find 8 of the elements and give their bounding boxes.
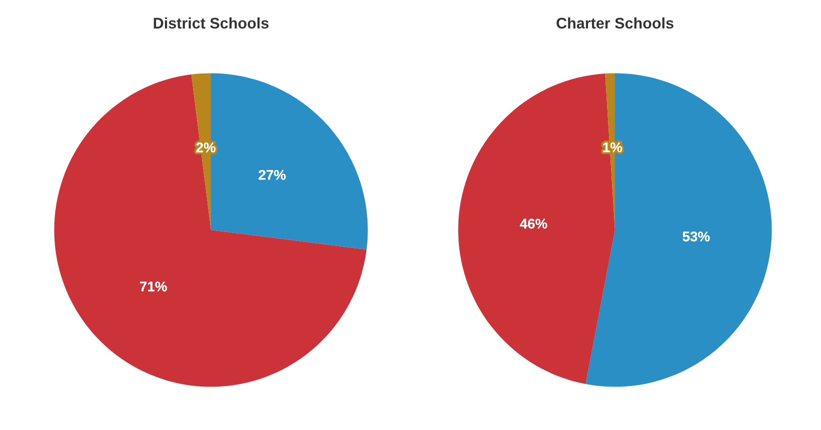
data-label: 46% (520, 218, 548, 229)
pie-slice (54, 74, 367, 387)
data-label: 53% (682, 232, 710, 242)
data-label: 27% (258, 170, 286, 180)
chart-title: District Schools (154, 17, 269, 29)
pie-slice (586, 73, 772, 387)
chart-title: Charter Schools (556, 17, 674, 29)
data-label: 71% (140, 282, 167, 292)
